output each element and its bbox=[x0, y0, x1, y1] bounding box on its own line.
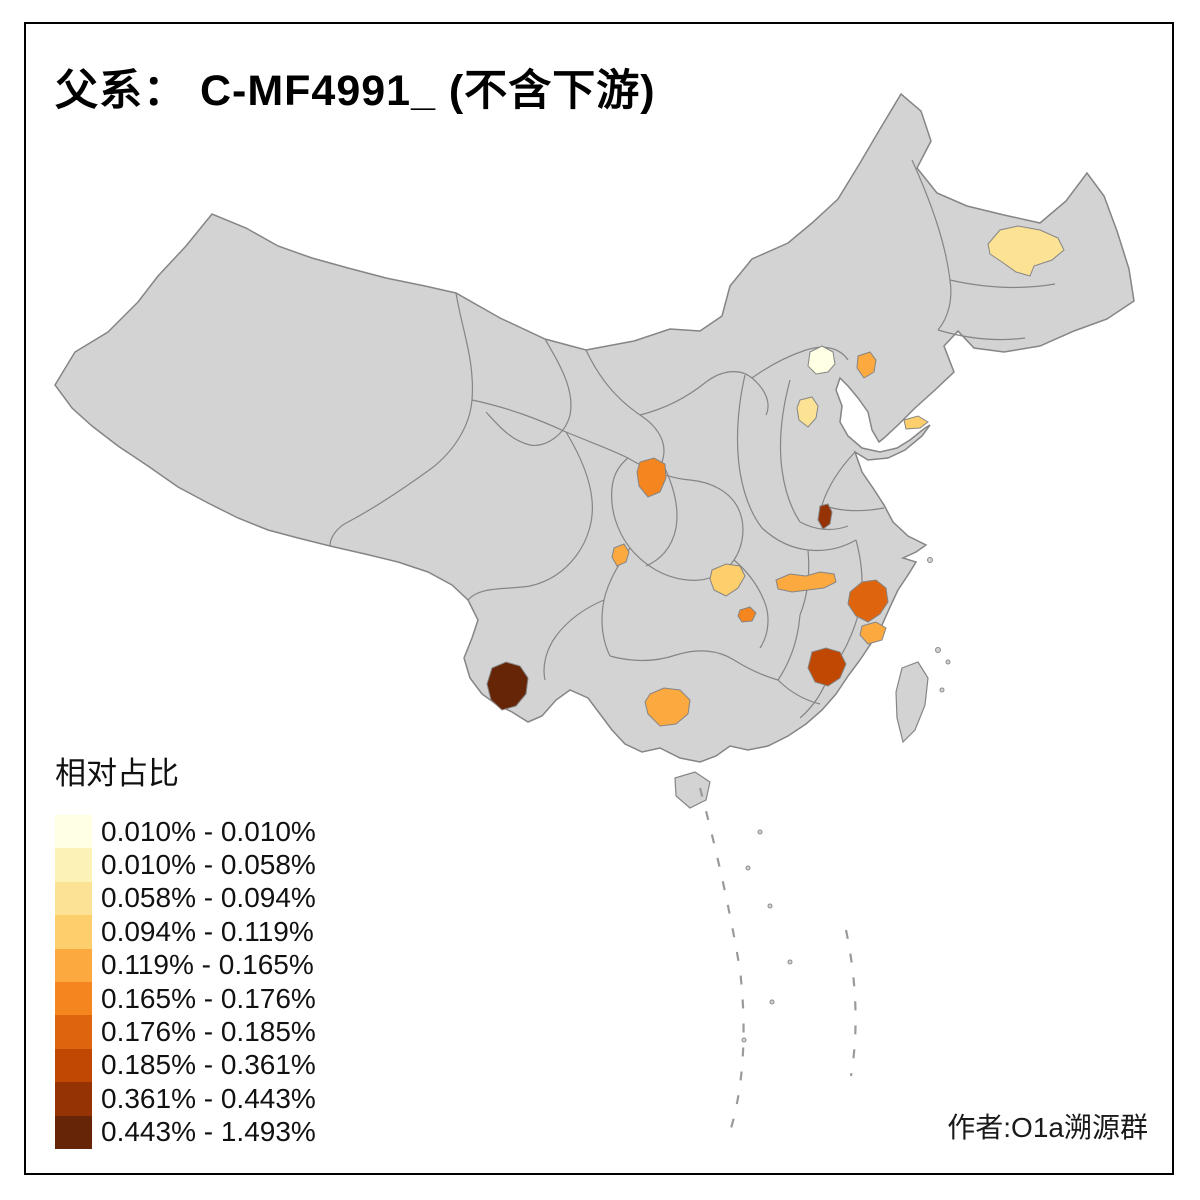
legend-label: 0.176% - 0.185% bbox=[101, 1016, 316, 1048]
legend-label: 0.119% - 0.165% bbox=[101, 949, 314, 981]
legend-label: 0.165% - 0.176% bbox=[101, 982, 316, 1014]
choropleth-region-shaanxi bbox=[636, 457, 667, 498]
legend-label: 0.361% - 0.443% bbox=[101, 1082, 316, 1114]
legend-row: 0.443% - 1.493% bbox=[55, 1115, 316, 1149]
small-island bbox=[757, 829, 763, 835]
legend-row: 0.094% - 0.119% bbox=[55, 915, 316, 949]
small-island bbox=[787, 959, 793, 965]
legend-label: 0.010% - 0.058% bbox=[101, 849, 316, 881]
choropleth-region-beijing bbox=[807, 345, 836, 375]
choropleth-region-shandong-tip bbox=[903, 415, 929, 430]
china-mainland bbox=[54, 92, 1135, 763]
legend-row: 0.165% - 0.176% bbox=[55, 981, 316, 1016]
choropleth-region-sichuan bbox=[611, 543, 630, 567]
author-credit: 作者:O1a溯源群 bbox=[947, 1112, 1148, 1143]
taiwan-island bbox=[895, 661, 929, 744]
legend-label: 0.010% - 0.010% bbox=[101, 815, 316, 847]
legend-swatch bbox=[55, 1115, 92, 1149]
choropleth-region-guangxi bbox=[644, 687, 691, 727]
small-island bbox=[939, 687, 945, 693]
choropleth-region-yunnan-west bbox=[486, 661, 529, 711]
choropleth-region-northeast bbox=[987, 225, 1065, 277]
small-island bbox=[745, 865, 751, 871]
small-island bbox=[767, 903, 773, 909]
choropleth-region-east-of-beijing bbox=[856, 351, 877, 379]
choropleth-region-anhui bbox=[817, 503, 833, 530]
choropleth-region-fujian bbox=[807, 647, 847, 687]
legend-row: 0.010% - 0.010% bbox=[55, 815, 316, 849]
small-island bbox=[945, 659, 951, 665]
small-island bbox=[769, 999, 775, 1005]
choropleth-regions bbox=[486, 225, 1065, 727]
choropleth-region-hebei bbox=[796, 396, 819, 428]
plot-title: 父系： C-MF4991_ (不含下游) bbox=[55, 67, 656, 115]
choropleth-region-hubei bbox=[775, 571, 837, 593]
small-island bbox=[927, 557, 933, 563]
legend-title: 相对占比 bbox=[55, 756, 179, 791]
legend-label: 0.094% - 0.119% bbox=[101, 915, 314, 947]
small-island bbox=[935, 647, 941, 653]
small-island bbox=[741, 1037, 747, 1043]
choropleth-region-chongqing bbox=[709, 563, 746, 597]
legend: 相对占比 0.010% - 0.010% 0.010% - 0.058% 0.0… bbox=[55, 748, 316, 1149]
legend-swatch bbox=[55, 948, 92, 982]
legend-row: 0.119% - 0.165% bbox=[55, 948, 316, 982]
legend-swatch bbox=[55, 1048, 92, 1083]
islands bbox=[674, 557, 951, 1043]
legend-swatch bbox=[55, 981, 92, 1016]
legend-swatch bbox=[55, 848, 92, 882]
legend-label: 0.443% - 1.493% bbox=[101, 1116, 316, 1148]
legend-row: 0.176% - 0.185% bbox=[55, 1015, 316, 1049]
choropleth-region-zhejiang-coast bbox=[859, 621, 887, 645]
legend-swatch bbox=[55, 1082, 92, 1116]
legend-row: 0.361% - 0.443% bbox=[55, 1082, 316, 1116]
legend-label: 0.185% - 0.361% bbox=[101, 1049, 316, 1081]
legend-swatch bbox=[55, 881, 92, 916]
legend-row: 0.185% - 0.361% bbox=[55, 1048, 316, 1083]
hainan-island bbox=[674, 771, 711, 809]
legend-swatch bbox=[55, 815, 92, 849]
legend-row: 0.010% - 0.058% bbox=[55, 848, 316, 882]
legend-swatch bbox=[55, 915, 92, 949]
nine-dash-line bbox=[698, 787, 857, 1139]
legend-row: 0.058% - 0.094% bbox=[55, 881, 316, 916]
legend-label: 0.058% - 0.094% bbox=[101, 882, 316, 914]
legend-swatch bbox=[55, 1015, 92, 1049]
choropleth-region-hunan bbox=[737, 606, 757, 623]
choropleth-region-zhejiang-north bbox=[847, 579, 889, 623]
